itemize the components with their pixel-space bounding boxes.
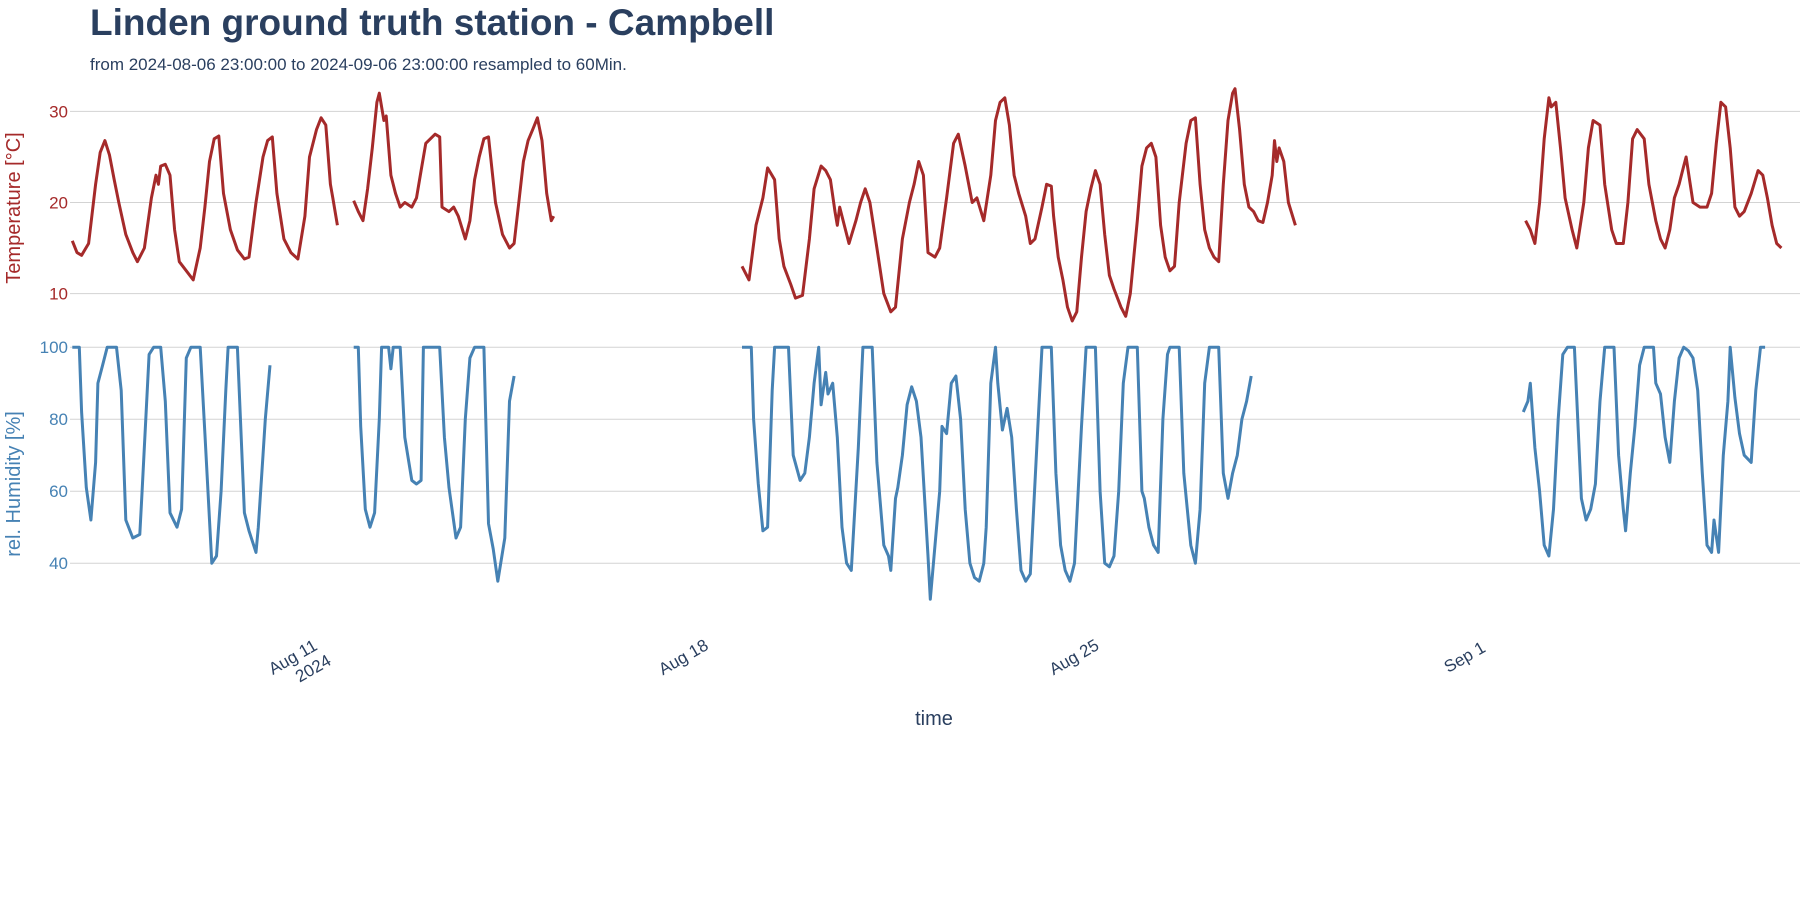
humidity-y-tick-label: 80 (49, 410, 68, 429)
x-tick-label: Aug 25 (1046, 636, 1102, 679)
humidity-y-tick-label: 40 (49, 554, 68, 573)
temperature-y-tick-label: 10 (49, 285, 68, 304)
humidity-series-line (1521, 345, 1766, 558)
x-tick-label: Sep 1 (1441, 638, 1489, 677)
grid-lines (70, 110, 1800, 564)
series-layer (70, 87, 1783, 601)
humidity-y-tick-label: 100 (40, 338, 68, 357)
humidity-axis-title: rel. Humidity [%] (3, 411, 25, 557)
temperature-series-line (70, 116, 339, 282)
temperature-y-tick-label: 20 (49, 194, 68, 213)
x-tick-label: Aug 18 (655, 636, 711, 679)
temperature-y-tick-label: 30 (49, 102, 68, 121)
chart-subtitle: from 2024-08-06 23:00:00 to 2024-09-06 2… (90, 55, 627, 74)
humidity-series-line (72, 345, 272, 565)
humidity-series-line (742, 345, 1253, 601)
chart-title: Linden ground truth station - Campbell (90, 2, 775, 43)
humidity-y-tick-label: 60 (49, 482, 68, 501)
x-tick-label: Aug 112024 (265, 634, 334, 696)
temperature-series-line (1524, 96, 1783, 250)
x-axis-title: time (915, 708, 953, 730)
temperature-series-line (352, 91, 556, 250)
temperature-series-line (740, 87, 1297, 323)
humidity-series-line (353, 345, 516, 583)
temperature-axis-title: Temperature [°C] (3, 132, 25, 283)
